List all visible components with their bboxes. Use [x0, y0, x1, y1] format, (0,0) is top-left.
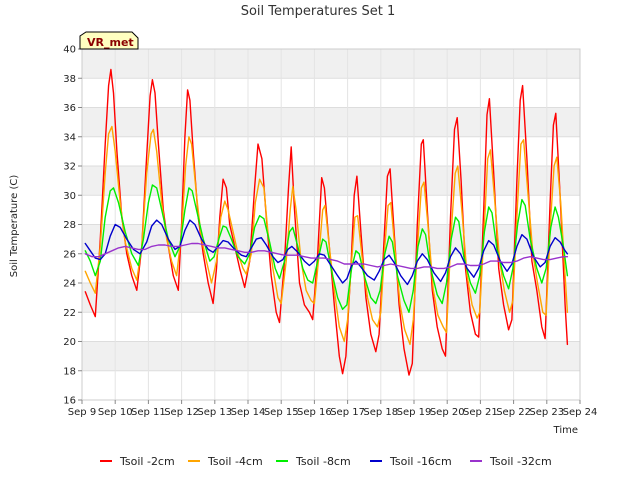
badge-box: [79, 31, 139, 50]
legend-label: Tsoil -8cm: [295, 455, 351, 468]
x-tick-label: Sep 20: [430, 407, 465, 418]
legend-label: Tsoil -32cm: [489, 455, 552, 468]
y-tick-label: 36: [63, 103, 76, 114]
x-tick-label: Sep 13: [197, 407, 232, 418]
series-line-tsoil-16cm: [84, 219, 569, 286]
y-tick-label: 16: [63, 396, 76, 407]
x-tick-label: Sep 17: [330, 407, 365, 418]
x-tick-label: Sep 14: [231, 407, 266, 418]
series-line-tsoil-8cm: [84, 184, 569, 313]
x-tick-label: Sep 9: [68, 407, 96, 418]
y-tick-label: 40: [63, 45, 76, 56]
x-tick-label: Sep 23: [529, 407, 564, 418]
y-tick-label: 30: [63, 191, 76, 202]
plot-band: [82, 341, 580, 371]
y-axis: 16 18 20 22 24 26 28 30 32 34 36 38 40: [63, 45, 82, 407]
x-tick-label: Sep 15: [264, 407, 299, 418]
x-tick-label: Sep 18: [363, 407, 398, 418]
legend-label: Tsoil -4cm: [207, 455, 263, 468]
x-tick-label: Sep 16: [297, 407, 332, 418]
x-tick-label: Sep 21: [463, 407, 498, 418]
x-tick-label: Sep 22: [496, 407, 531, 418]
series-lines: [84, 68, 569, 376]
legend: Tsoil -2cm Tsoil -4cm Tsoil -8cm Tsoil -16c…: [100, 455, 552, 468]
plot-band: [82, 107, 580, 137]
y-tick-label: 38: [63, 74, 76, 85]
y-tick-label: 18: [63, 366, 76, 377]
plot-band: [82, 283, 580, 313]
y-tick-label: 24: [63, 279, 76, 290]
y-tick-label: 26: [63, 249, 76, 260]
y-tick-label: 28: [63, 220, 76, 231]
legend-label: Tsoil -2cm: [119, 455, 175, 468]
plot-band: [82, 49, 580, 79]
y-tick-label: 32: [63, 162, 76, 173]
x-tick-label: Sep 12: [164, 407, 199, 418]
badge-label: VR_met: [87, 36, 134, 49]
plot-band: [82, 224, 580, 254]
y-tick-label: 34: [63, 132, 76, 143]
plot-band: [82, 166, 580, 196]
x-tick-label: Sep 24: [563, 407, 598, 418]
x-axis-title: Time: [553, 425, 578, 436]
legend-label: Tsoil -16cm: [389, 455, 452, 468]
series-line-tsoil-32cm: [84, 242, 569, 270]
chart-title: Soil Temperatures Set 1: [241, 4, 396, 19]
x-tick-label: Sep 10: [98, 407, 133, 418]
station-badge: VR_met: [79, 31, 139, 50]
y-axis-title: Soil Temperature (C): [9, 175, 20, 278]
y-tick-label: 22: [63, 308, 76, 319]
series-line-tsoil-4cm: [84, 125, 569, 346]
y-tick-label: 20: [63, 337, 76, 348]
x-tick-label: Sep 11: [131, 407, 166, 418]
x-tick-label: Sep 19: [397, 407, 432, 418]
